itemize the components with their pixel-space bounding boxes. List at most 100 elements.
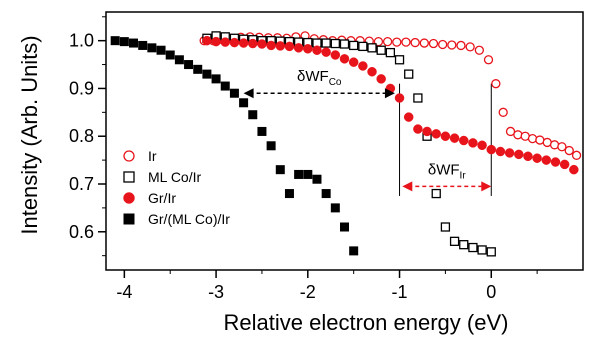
data-point <box>330 50 341 60</box>
data-point <box>174 55 184 65</box>
data-point <box>459 135 469 146</box>
data-point <box>248 38 258 49</box>
data-point <box>229 37 240 48</box>
data-point <box>431 129 441 139</box>
data-point <box>477 140 487 151</box>
data-point <box>376 45 386 55</box>
x-tick-label: -1 <box>392 282 408 302</box>
data-point <box>431 188 441 199</box>
data-point <box>239 98 249 108</box>
legend-label: Gr/Ir <box>148 190 176 206</box>
data-point <box>527 133 538 144</box>
data-point <box>403 112 414 122</box>
data-point <box>440 131 451 141</box>
data-point <box>385 47 396 58</box>
data-point <box>474 45 484 55</box>
data-marks <box>110 31 582 257</box>
data-point <box>449 133 460 143</box>
data-point <box>340 222 349 232</box>
data-point <box>438 39 448 50</box>
arrowhead-right <box>481 181 492 192</box>
data-point <box>569 164 579 175</box>
data-point <box>468 242 478 253</box>
data-point <box>284 189 294 199</box>
legend-marker <box>123 150 135 162</box>
data-point <box>382 36 393 47</box>
data-point <box>312 174 322 184</box>
data-point <box>138 40 148 50</box>
data-point <box>119 37 129 47</box>
data-point <box>468 138 478 148</box>
data-point <box>294 169 304 179</box>
data-point <box>330 38 340 49</box>
data-point <box>440 222 451 232</box>
data-point <box>321 47 331 57</box>
data-point <box>193 64 203 74</box>
annotation-label-main: δWF <box>297 68 329 85</box>
data-point <box>477 245 487 255</box>
arrowhead-left <box>402 181 413 192</box>
data-point <box>483 55 494 65</box>
data-point <box>330 203 340 213</box>
legend-label: Ir <box>148 148 157 164</box>
data-point <box>303 44 313 54</box>
data-point <box>419 38 429 48</box>
annotation-label-sub: Co <box>329 77 342 88</box>
y-tick-label: 0.6 <box>69 222 94 242</box>
data-point <box>394 93 405 103</box>
data-point <box>257 126 267 136</box>
data-point <box>293 43 304 53</box>
data-point <box>202 35 212 46</box>
data-point <box>486 247 496 257</box>
data-point <box>321 189 331 199</box>
data-point <box>513 130 523 140</box>
data-point <box>557 142 567 152</box>
data-point <box>394 55 405 65</box>
data-point <box>447 40 457 50</box>
x-tick-label: -3 <box>208 282 224 302</box>
series-gr-ir <box>202 35 579 175</box>
plot-frame <box>105 11 584 271</box>
data-point <box>486 144 497 155</box>
y-axis-title: Intensity (Arb. Units) <box>17 35 42 234</box>
x-tick-label: 0 <box>486 282 496 302</box>
data-point <box>156 45 166 55</box>
annotation-label-sub: Ir <box>460 170 467 181</box>
data-point <box>504 148 515 158</box>
legend: Ir ML Co/Ir Gr/Ir Gr/(ML Co)/Ir <box>123 148 230 227</box>
arrowhead-right <box>384 88 395 99</box>
axis-ticks: -4 -3 -2 -1 0 0.6 0.7 0.8 0.9 1.0 <box>69 16 538 302</box>
data-point <box>211 36 221 47</box>
data-point <box>147 43 157 53</box>
data-point <box>404 69 414 79</box>
legend-marker <box>123 213 135 225</box>
data-point <box>211 74 221 84</box>
data-point <box>401 37 411 47</box>
data-point <box>266 141 276 151</box>
data-point <box>129 38 139 48</box>
data-point <box>284 41 295 52</box>
data-point <box>349 40 359 51</box>
y-tick-label: 0.7 <box>69 174 94 194</box>
data-point <box>523 151 533 162</box>
data-point <box>498 107 508 117</box>
legend-marker <box>123 171 135 183</box>
data-point <box>491 79 501 89</box>
data-point <box>257 39 267 49</box>
legend-marker <box>123 192 135 204</box>
data-point <box>532 153 542 163</box>
data-point <box>413 93 423 103</box>
data-point <box>238 38 249 48</box>
annotation-label-main: δWF <box>428 161 460 178</box>
data-point <box>248 110 258 120</box>
data-point <box>413 124 423 134</box>
data-point <box>367 66 377 77</box>
data-point <box>358 41 368 52</box>
data-point <box>184 60 194 70</box>
data-point <box>559 159 570 170</box>
data-point <box>541 155 552 165</box>
data-point <box>220 37 230 47</box>
